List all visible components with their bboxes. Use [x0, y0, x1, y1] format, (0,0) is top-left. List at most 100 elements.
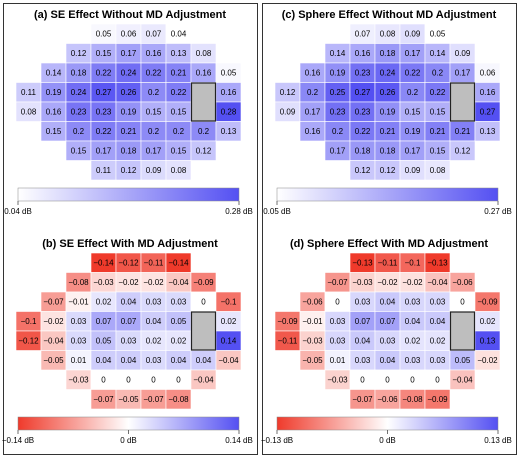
cell	[474, 350, 501, 371]
colorbar-tick-label: 0 dB	[120, 436, 136, 445]
cell-label: 0.15	[171, 107, 187, 116]
cell-label: −0.1	[221, 297, 237, 306]
right-frame	[262, 3, 517, 455]
cell-label: 0.27	[480, 107, 496, 116]
cell-label: 0.22	[405, 68, 421, 77]
cell-label: −0.11	[278, 336, 298, 345]
cell-label: 0.12	[355, 166, 371, 175]
cell-label: −0.07	[143, 395, 164, 404]
cell-label: 0.25	[330, 88, 346, 97]
cell-label: 0.03	[430, 297, 446, 306]
cell-label: 0.03	[430, 356, 446, 365]
colorbar	[276, 187, 499, 202]
cell-label: 0.16	[305, 127, 321, 136]
cell-label: 0.12	[196, 146, 212, 155]
cell	[424, 160, 451, 181]
cell-label: 0	[385, 375, 390, 384]
cell-label: 0.14	[46, 68, 62, 77]
cell-label: 0	[335, 297, 340, 306]
cell-label: 0.03	[171, 297, 187, 306]
cell-label: −0.06	[452, 278, 473, 287]
cell-label: 0.04	[121, 297, 137, 306]
cell-label: 0.04	[380, 297, 396, 306]
cell-label: 0.04	[380, 356, 396, 365]
cell-label: −0.1	[21, 317, 37, 326]
cell-label: 0.22	[146, 68, 162, 77]
cell-label: 0.16	[146, 49, 162, 58]
cell-label: 0.23	[330, 107, 346, 116]
cell-label: 0.08	[380, 29, 396, 38]
colorbar	[17, 416, 240, 431]
cell-label: −0.09	[193, 278, 214, 287]
cell-label: 0.07	[121, 317, 137, 326]
cell-label: 0	[201, 297, 206, 306]
cell-label: 0.17	[405, 49, 421, 58]
panel-title: (b) SE Effect With MD Adjustment	[42, 238, 218, 250]
colorbar-tick-label: 0.13 dB	[484, 436, 512, 445]
cell-label: 0.18	[71, 68, 87, 77]
cell-label: 0.06	[480, 68, 496, 77]
cell	[165, 160, 192, 181]
cell-label: 0.15	[71, 146, 87, 155]
cell	[165, 389, 192, 410]
cell-label: 0.03	[71, 317, 87, 326]
cell-label: 0.04	[121, 356, 137, 365]
cell-label: 0.17	[146, 146, 162, 155]
colorbar-tick-label: 0 dB	[379, 436, 395, 445]
cell-label: 0.12	[280, 88, 296, 97]
cell	[474, 121, 501, 142]
blind-spot	[190, 311, 217, 351]
colorbar-tick-label: 0.14 dB	[225, 436, 253, 445]
cell-label: −0.04	[168, 278, 189, 287]
cell-label: 0.03	[355, 356, 371, 365]
cell-label: −0.11	[378, 258, 398, 267]
cell-label: 0.18	[380, 49, 396, 58]
cell-label: 0	[410, 375, 415, 384]
cell-label: 0.16	[196, 68, 212, 77]
cell-label: −0.08	[402, 395, 423, 404]
cell-label: 0.03	[330, 336, 346, 345]
cell-label: 0.02	[405, 336, 421, 345]
cell-label: −0.02	[377, 278, 398, 287]
cell-label: 0.05	[96, 336, 112, 345]
cell-label: 0.07	[146, 29, 162, 38]
cell-label: 0.04	[196, 356, 212, 365]
cell-label: 0.2	[73, 127, 85, 136]
colorbar-tick-label: 0.05 dB	[263, 207, 291, 216]
blind-spot	[190, 82, 217, 122]
cell-label: 0.15	[96, 49, 112, 58]
cell-label: −0.09	[277, 317, 298, 326]
cell-label: 0.2	[198, 127, 210, 136]
cell-label: 0	[151, 375, 156, 384]
cell-label: −0.04	[193, 375, 214, 384]
cell-label: 0.18	[121, 146, 137, 155]
cell	[449, 140, 476, 161]
cell-label: 0.02	[146, 336, 162, 345]
cell-label: 0.19	[405, 127, 421, 136]
cell-label: 0.2	[332, 127, 344, 136]
cell-label: 0.21	[455, 127, 471, 136]
cell-label: 0.03	[121, 336, 137, 345]
cell-label: 0.02	[480, 317, 496, 326]
cell-label: −0.07	[327, 278, 348, 287]
cell-label: 0.04	[96, 356, 112, 365]
cell-label: 0.23	[355, 107, 371, 116]
cell-label: 0.14	[330, 49, 346, 58]
cell-label: 0.19	[46, 88, 62, 97]
cell-label: −0.02	[402, 278, 423, 287]
cell-label: −0.06	[302, 297, 323, 306]
cell-label: 0.2	[407, 88, 419, 97]
cell-label: 0.14	[430, 49, 446, 58]
cell-label: 0.2	[148, 88, 160, 97]
cell-label: 0.15	[430, 146, 446, 155]
cell-label: 0.24	[380, 68, 396, 77]
cell-label: −0.01	[68, 297, 89, 306]
left-frame	[3, 3, 258, 455]
cell-label: 0.21	[430, 127, 446, 136]
cell-label: −0.13	[427, 258, 448, 267]
cell-label: 0.06	[121, 29, 137, 38]
cell-label: −0.03	[302, 336, 323, 345]
cell-label: −0.02	[477, 356, 498, 365]
cell-label: 0.04	[146, 317, 162, 326]
cell	[190, 140, 217, 161]
